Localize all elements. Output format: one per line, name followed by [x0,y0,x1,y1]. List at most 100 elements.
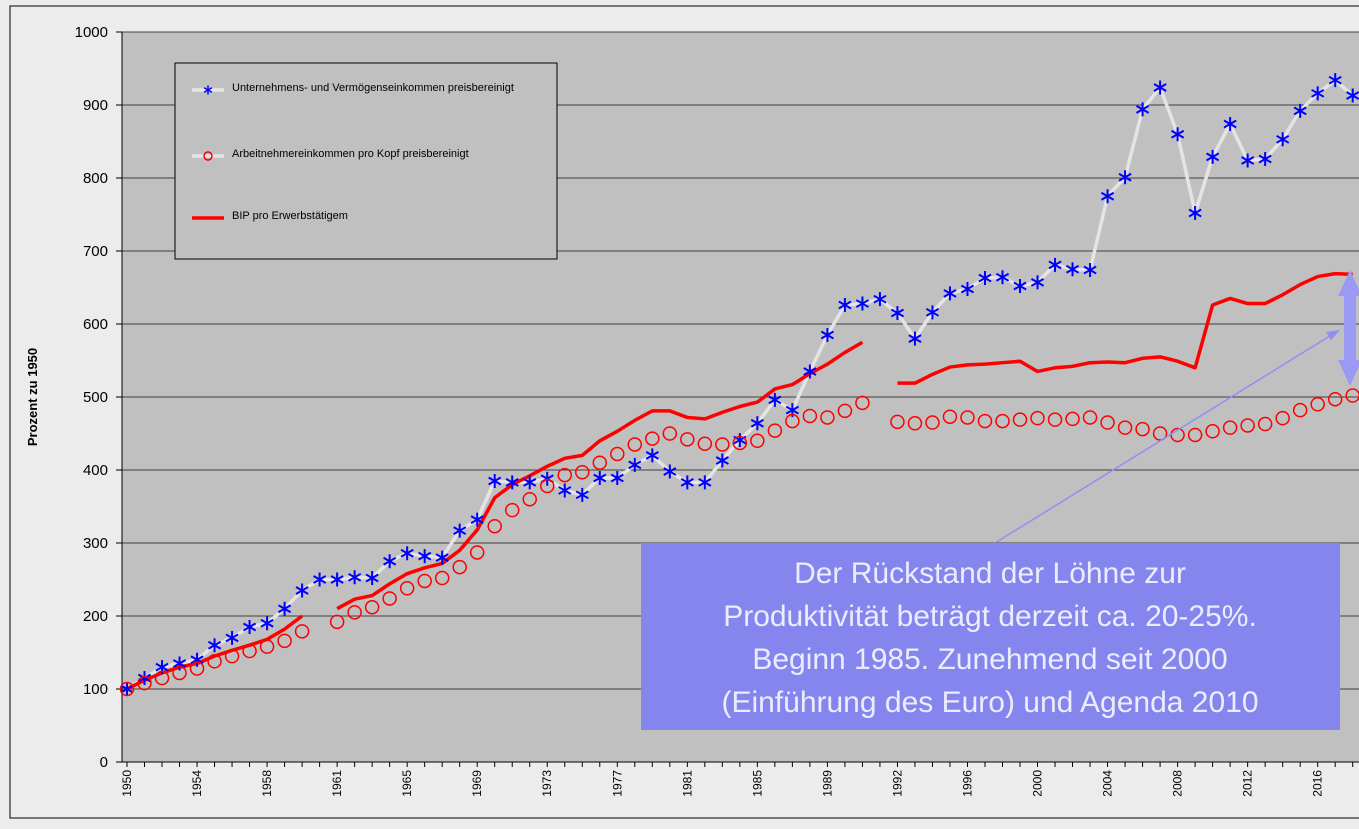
legend-marker [203,85,213,95]
circle-marker [1187,427,1203,443]
star-marker [838,298,852,313]
star-marker [855,296,870,311]
star-marker [278,601,292,616]
x-tick-label: 1996 [960,770,974,797]
circle-marker [627,437,643,452]
circle-marker [1100,415,1115,430]
circle-marker [329,614,345,630]
star-marker [1258,152,1272,167]
y-tick-label: 0 [100,754,108,771]
circle-marker [960,410,975,425]
star-marker [313,572,327,587]
circle-marker [242,643,257,659]
circle-marker [417,573,432,589]
star-marker [470,512,484,527]
circle-marker [1327,391,1343,407]
star-marker [523,475,537,490]
pointer-line [994,333,1334,544]
star-marker [698,475,712,490]
star-marker [330,572,344,587]
legend-marker [203,151,213,161]
circle-marker [154,670,170,686]
circle-marker [1310,397,1325,412]
annotation-text: Der Rückstand der Löhne zur [794,557,1186,590]
star-marker [960,281,975,296]
x-tick-label: 1969 [470,770,484,797]
annotation-text: Produktivität beträgt derzeit ca. 20-25%… [723,600,1257,633]
x-tick-label: 1973 [540,770,554,797]
star-marker [593,471,607,486]
circle-marker [172,665,187,681]
circle-marker [137,675,152,691]
star-marker [1118,170,1132,185]
star-marker [1065,262,1080,277]
star-marker [558,483,572,498]
star-marker [295,583,309,598]
y-tick-label: 500 [83,389,108,406]
circle-marker [855,395,870,411]
star-marker [1293,103,1307,118]
x-tick-label: 2016 [1311,770,1325,797]
x-tick-label: 2000 [1031,770,1045,797]
circle-marker [575,464,590,480]
star-marker [820,327,834,342]
star-marker [715,453,729,468]
x-tick-label: 1950 [120,770,134,797]
y-tick-label: 100 [83,681,108,698]
x-tick-label: 1989 [820,770,834,797]
circle-marker [277,633,292,649]
star-marker [488,473,502,488]
pointer-head [1326,330,1340,340]
circle-marker [119,681,135,697]
circle-marker [1222,420,1238,435]
circle-marker [1117,420,1133,435]
circle-marker [1082,410,1098,425]
legend-label: Unternehmens- und Vermögenseinkommen pre… [232,82,514,94]
star-marker [1223,116,1237,131]
y-tick-label: 200 [83,608,108,625]
star-marker [1030,275,1045,290]
annotation-text: Beginn 1985. Zunehmend seit 2000 [752,643,1227,676]
star-marker [400,546,414,561]
star-marker [943,286,957,301]
circle-marker [1292,402,1308,418]
x-tick-label: 2008 [1171,770,1185,797]
circle-marker [1345,388,1359,403]
circle-marker [767,423,783,438]
circle-marker [382,591,397,606]
gap-arrow [1338,270,1359,386]
circle-marker [469,545,485,560]
star-marker [1135,102,1150,117]
circle-marker [645,431,660,446]
star-marker [1171,127,1185,142]
star-marker [1311,86,1325,101]
star-marker [418,549,432,564]
circle-marker [259,639,275,654]
circle-marker [662,426,678,441]
x-tick-label: 2012 [1241,770,1255,797]
circle-marker [942,409,958,424]
circle-marker [732,435,748,451]
circle-marker [1275,410,1290,426]
circle-marker [592,455,608,470]
legend-label: BIP pro Erwerbstätigem [232,210,348,222]
circle-marker [1257,416,1273,432]
circle-marker [1152,426,1168,441]
circle-marker [1012,412,1028,427]
y-tick-label: 600 [83,316,108,333]
star-marker [348,570,362,585]
star-marker [575,487,589,502]
circle-marker [347,605,362,620]
annotation-box [641,543,1340,730]
y-tick-label: 400 [83,462,108,479]
star-marker [628,457,642,472]
x-tick-label: 1981 [680,770,694,797]
star-marker [1100,189,1115,204]
star-marker [680,475,694,490]
star-marker [207,638,222,653]
star-marker [978,271,992,286]
y-tick-label: 1000 [75,24,108,41]
circle-marker [1135,421,1150,437]
star-marker [1328,73,1342,88]
